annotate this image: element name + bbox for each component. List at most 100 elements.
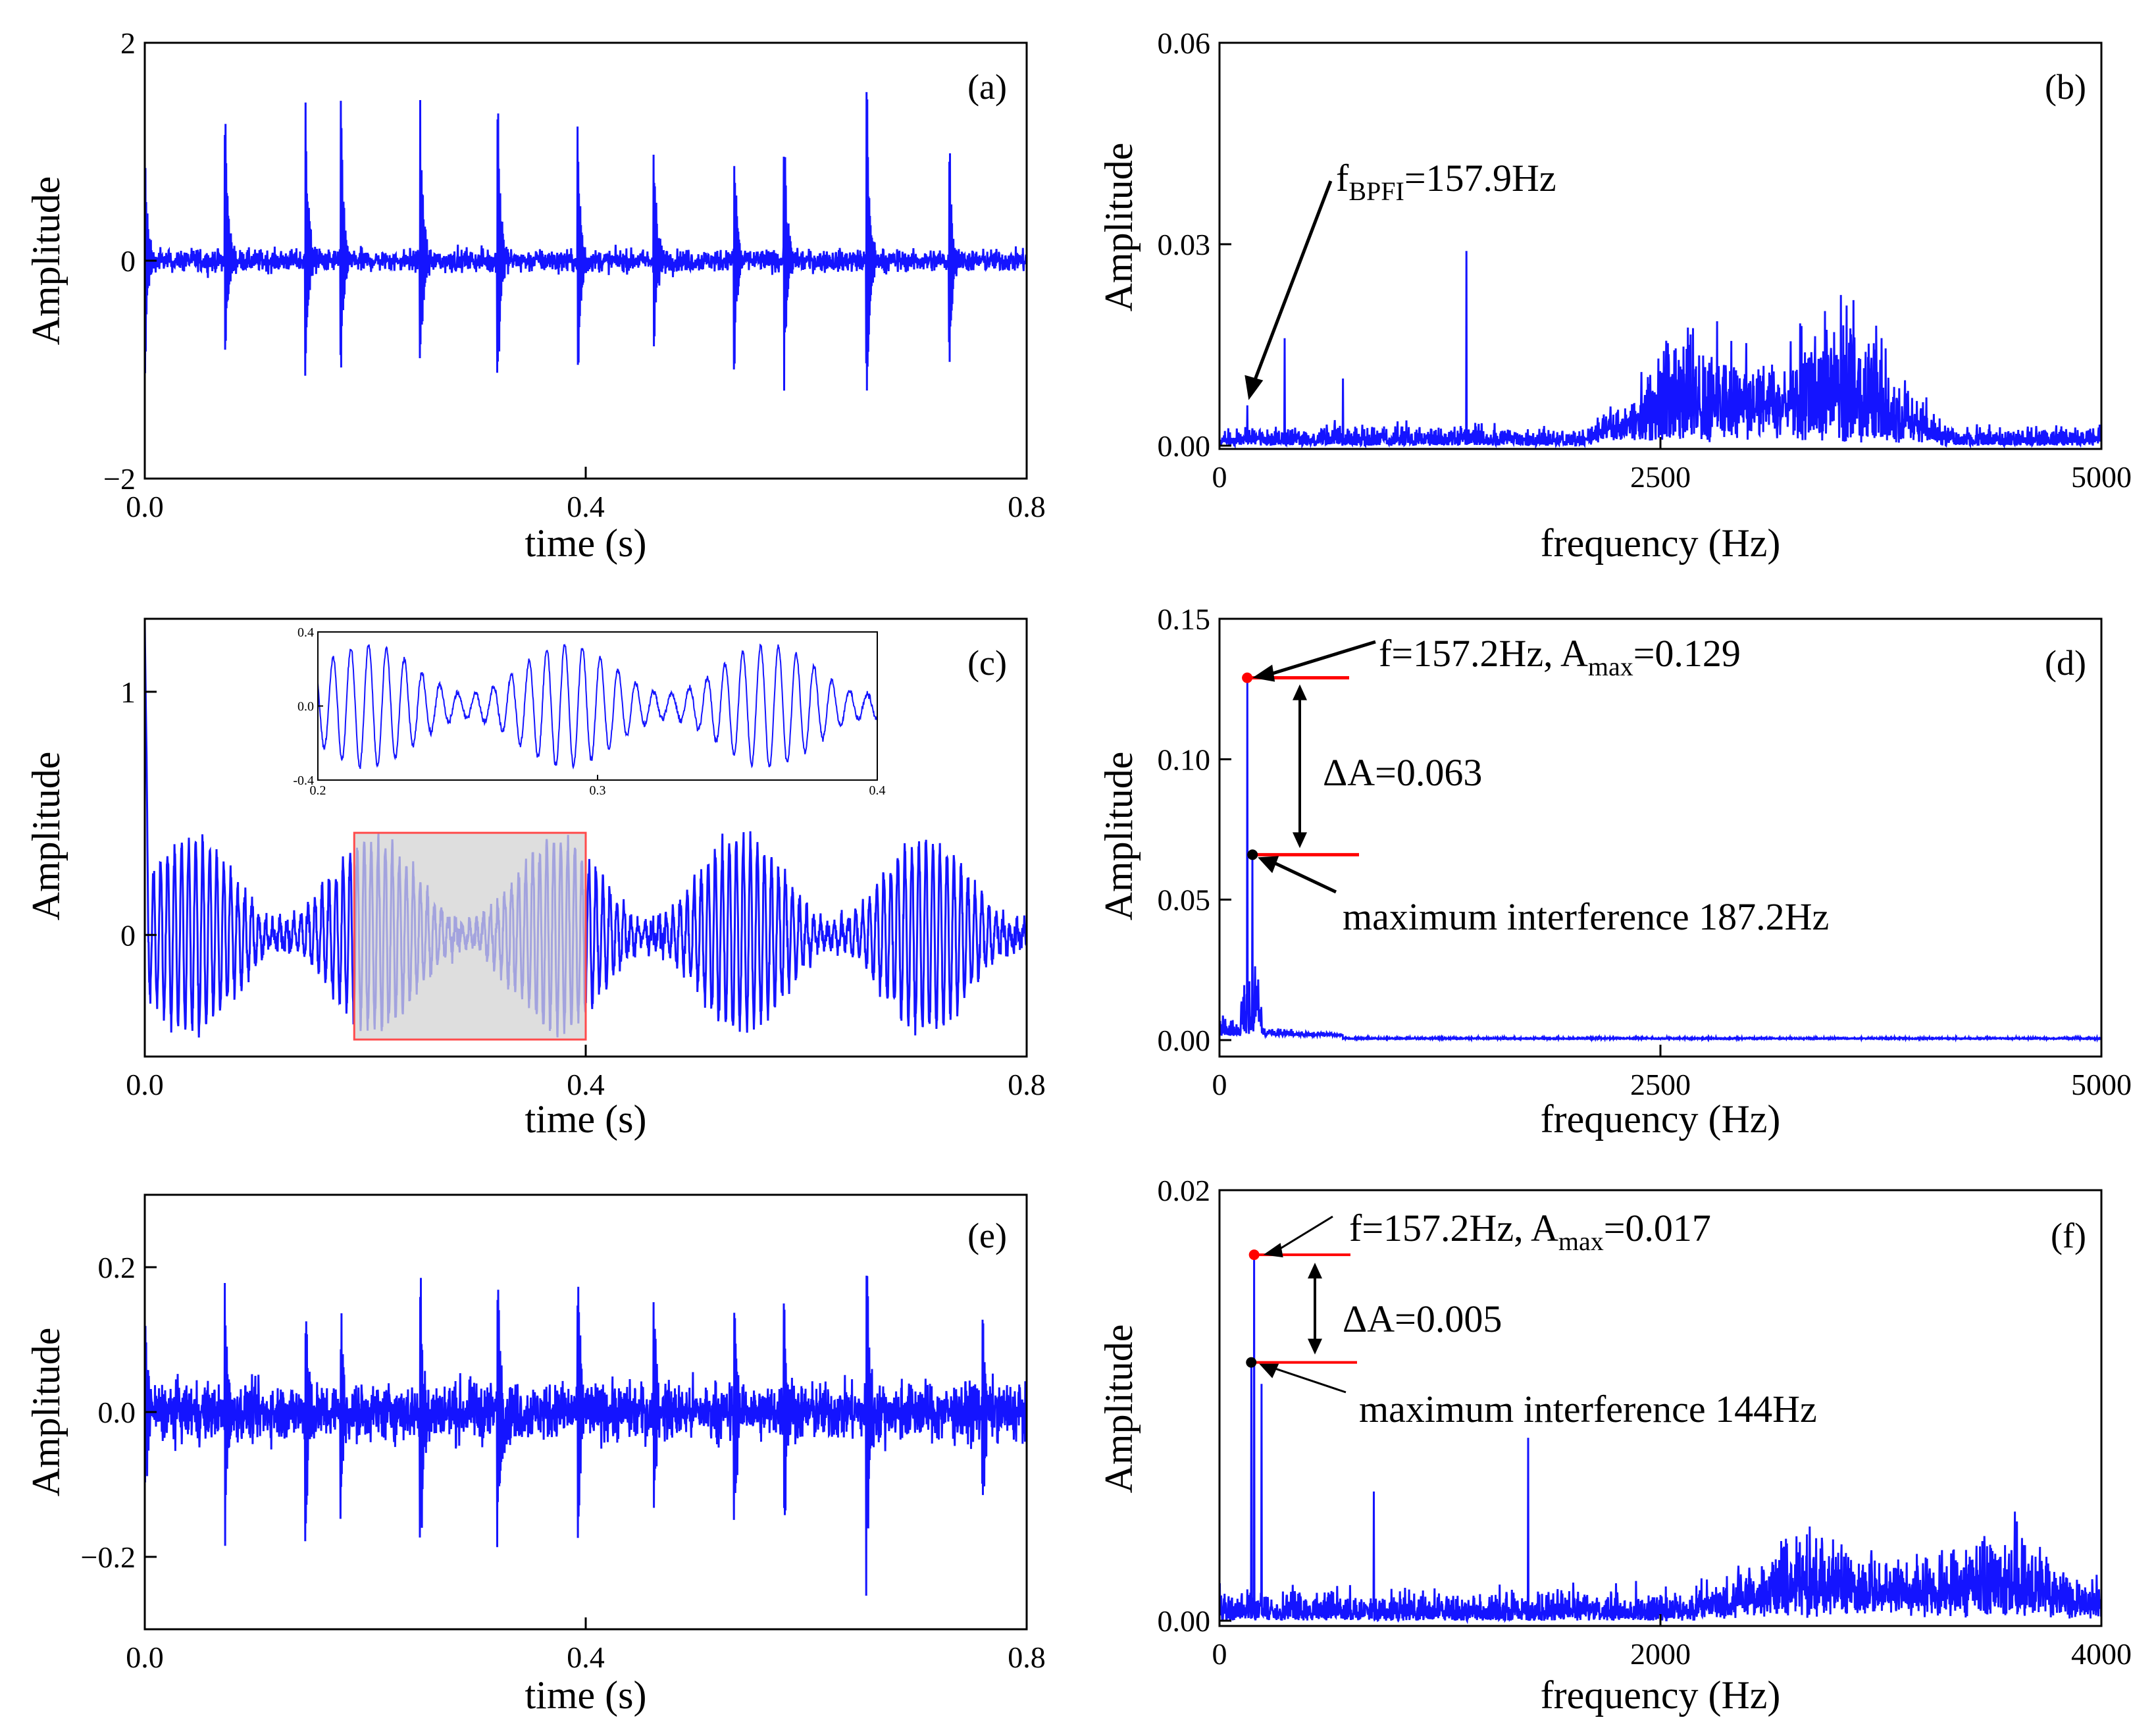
inset-ytick-label: 0.0	[297, 700, 314, 714]
delta-arrow-head-top	[1293, 684, 1307, 700]
panel-a: 0.0 0.4 0.8 −2 0 2 (a) time (s) Amplitude	[24, 26, 1046, 565]
panel-b-xtick-label: 0	[1212, 460, 1227, 494]
panel-b-ticks: 0 2500 5000 0.00 0.03 0.06	[1158, 26, 2132, 494]
panel-d-xtick-label: 5000	[2071, 1068, 2132, 1101]
panel-f-annotation-delta: ΔA=0.005	[1343, 1297, 1502, 1340]
panel-e-xlabel: time (s)	[525, 1673, 647, 1717]
inset-ytick-label: -0.4	[293, 773, 314, 788]
panel-a-xlabel: time (s)	[525, 521, 647, 565]
panel-b-annotation-rest: =157.9Hz	[1404, 157, 1556, 199]
panel-b-ylabel: Amplitude	[1097, 143, 1141, 312]
panel-d-spectrum	[1218, 677, 2103, 1043]
panel-e-xtick-label: 0.8	[1008, 1640, 1046, 1674]
panel-a-xtick-label: 0.0	[126, 490, 164, 523]
panel-c-inset-signal	[317, 643, 878, 770]
panel-b-xtick-label: 5000	[2071, 460, 2132, 494]
main-annotation-arrowhead	[1263, 1243, 1283, 1258]
panel-c-ytick-label: 1	[120, 675, 136, 709]
panel-e-ytick-label: 0.0	[98, 1396, 136, 1429]
panel-a-xtick-label: 0.4	[567, 490, 605, 523]
panel-b-ytick-label: 0.03	[1158, 228, 1211, 261]
panel-f-ylabel: Amplitude	[1097, 1324, 1141, 1494]
panel-e-ytick-label: −0.2	[81, 1540, 136, 1574]
panel-c: 0.0 0.4 0.8 0 1 0.2 0.3 0.4 -0.4 0.0 0.4 (c) time…	[24, 617, 1046, 1141]
panel-f-xtick-label: 2000	[1630, 1637, 1691, 1671]
interference-peak-marker	[1247, 849, 1258, 860]
panel-f-xtick-label: 4000	[2071, 1637, 2132, 1671]
panel-d-ticks: 0 2500 5000 0.00 0.05 0.10 0.15	[1158, 602, 2132, 1101]
main-annotation-arrowhead	[1252, 664, 1275, 682]
panel-e-ticks: 0.0 0.4 0.8 −0.2 0.0 0.2	[81, 1251, 1046, 1674]
panel-d-label: (d)	[2045, 643, 2086, 683]
panel-d-annotation-main-prefix: f=157.2Hz, A	[1379, 632, 1588, 675]
panel-e: 0.0 0.4 0.8 −0.2 0.0 0.2 (e) time (s) Amplitu…	[24, 1193, 1046, 1717]
panel-d-annotation-main: f=157.2Hz, Amax=0.129	[1379, 632, 1741, 681]
panel-d-xlabel: frequency (Hz)	[1541, 1097, 1781, 1141]
panel-c-xlabel: time (s)	[525, 1097, 647, 1141]
panel-d-xtick-label: 0	[1212, 1068, 1227, 1101]
panel-f-ticks: 0 2000 4000 0.00 0.02	[1158, 1174, 2132, 1671]
panel-f-label: (f)	[2051, 1216, 2086, 1255]
panel-b-xlabel: frequency (Hz)	[1541, 521, 1781, 565]
panel-f-ytick-label: 0.02	[1158, 1174, 1211, 1207]
panel-d-ytick-label: 0.00	[1158, 1024, 1211, 1057]
panel-f-ytick-label: 0.00	[1158, 1604, 1211, 1638]
panel-c-ylabel: Amplitude	[24, 752, 68, 921]
panel-e-xtick-label: 0.0	[126, 1640, 164, 1674]
panel-f-xtick-label: 0	[1212, 1637, 1227, 1671]
panel-c-xtick-label: 0.8	[1008, 1068, 1046, 1101]
interference-annotation-arrow	[1271, 1367, 1347, 1394]
panel-d-ytick-label: 0.05	[1158, 883, 1211, 917]
panel-e-ylabel: Amplitude	[24, 1328, 68, 1497]
panel-a-ytick-label: −2	[103, 462, 136, 496]
panel-b-annotation-sub: BPFI	[1348, 176, 1404, 206]
panel-d-frame	[1218, 617, 2103, 1058]
panel-b-annotation-base: f	[1336, 157, 1349, 199]
panel-b: 0 2500 5000 0.00 0.03 0.06 (b) frequency (Hz)…	[1097, 26, 2132, 565]
inset-xtick-label: 0.4	[869, 783, 886, 798]
panel-f-spectrum	[1218, 1255, 2103, 1625]
interference-annotation-arrow	[1270, 860, 1337, 894]
panel-d-xtick-label: 2500	[1630, 1068, 1691, 1101]
panel-f-annotation-main-sub: max	[1558, 1226, 1604, 1256]
main-peak-marker	[1242, 672, 1253, 683]
main-annotation-arrow	[1275, 1215, 1333, 1252]
inset-xtick-label: 0.3	[590, 783, 606, 798]
panel-f-annotation-main-prefix: f=157.2Hz, A	[1349, 1207, 1558, 1249]
delta-arrow-head-bottom	[1308, 1338, 1322, 1355]
panel-c-ytick-label: 0	[120, 918, 136, 952]
panel-d-annotation-main-suffix: =0.129	[1633, 632, 1741, 675]
panel-b-label: (b)	[2045, 67, 2086, 107]
panel-b-spectrum	[1218, 251, 2103, 450]
panel-d-annotation-interference: maximum interference 187.2Hz	[1343, 895, 1829, 938]
interference-annotation-arrowhead	[1258, 856, 1279, 874]
panel-f-annotation-main-suffix: =0.017	[1604, 1207, 1711, 1249]
panel-c-inset-background	[318, 632, 877, 780]
panel-d-annotations	[1242, 640, 1376, 894]
main-peak-marker	[1248, 1249, 1260, 1261]
panel-a-label: (a)	[967, 67, 1007, 107]
inset-ytick-label: 0.4	[297, 625, 314, 640]
panel-d-ytick-label: 0.10	[1158, 743, 1211, 776]
panel-c-label: (c)	[967, 643, 1007, 683]
panel-f-xlabel: frequency (Hz)	[1541, 1673, 1781, 1717]
panel-a-ytick-label: 0	[120, 244, 136, 278]
panel-c-xtick-label: 0.4	[567, 1068, 605, 1101]
panel-a-xtick-label: 0.8	[1008, 490, 1046, 523]
panel-d-ylabel: Amplitude	[1097, 752, 1141, 921]
panel-b-xtick-label: 2500	[1630, 460, 1691, 494]
panel-d-annotation-delta: ΔA=0.063	[1323, 751, 1482, 794]
delta-arrow-head-top	[1308, 1263, 1322, 1279]
panel-f-annotations	[1246, 1215, 1357, 1394]
main-annotation-arrow	[1266, 640, 1376, 677]
panel-a-signal	[143, 92, 1028, 391]
panel-e-xtick-label: 0.4	[567, 1640, 605, 1674]
interference-peak-marker	[1246, 1357, 1257, 1368]
panel-c-ticks: 0.0 0.4 0.8 0 1	[120, 675, 1046, 1101]
panel-b-annotation-arrow	[1253, 180, 1333, 380]
panel-c-inset-ticks: 0.2 0.3 0.4 -0.4 0.0 0.4	[293, 625, 885, 798]
panel-e-label: (e)	[967, 1216, 1007, 1255]
